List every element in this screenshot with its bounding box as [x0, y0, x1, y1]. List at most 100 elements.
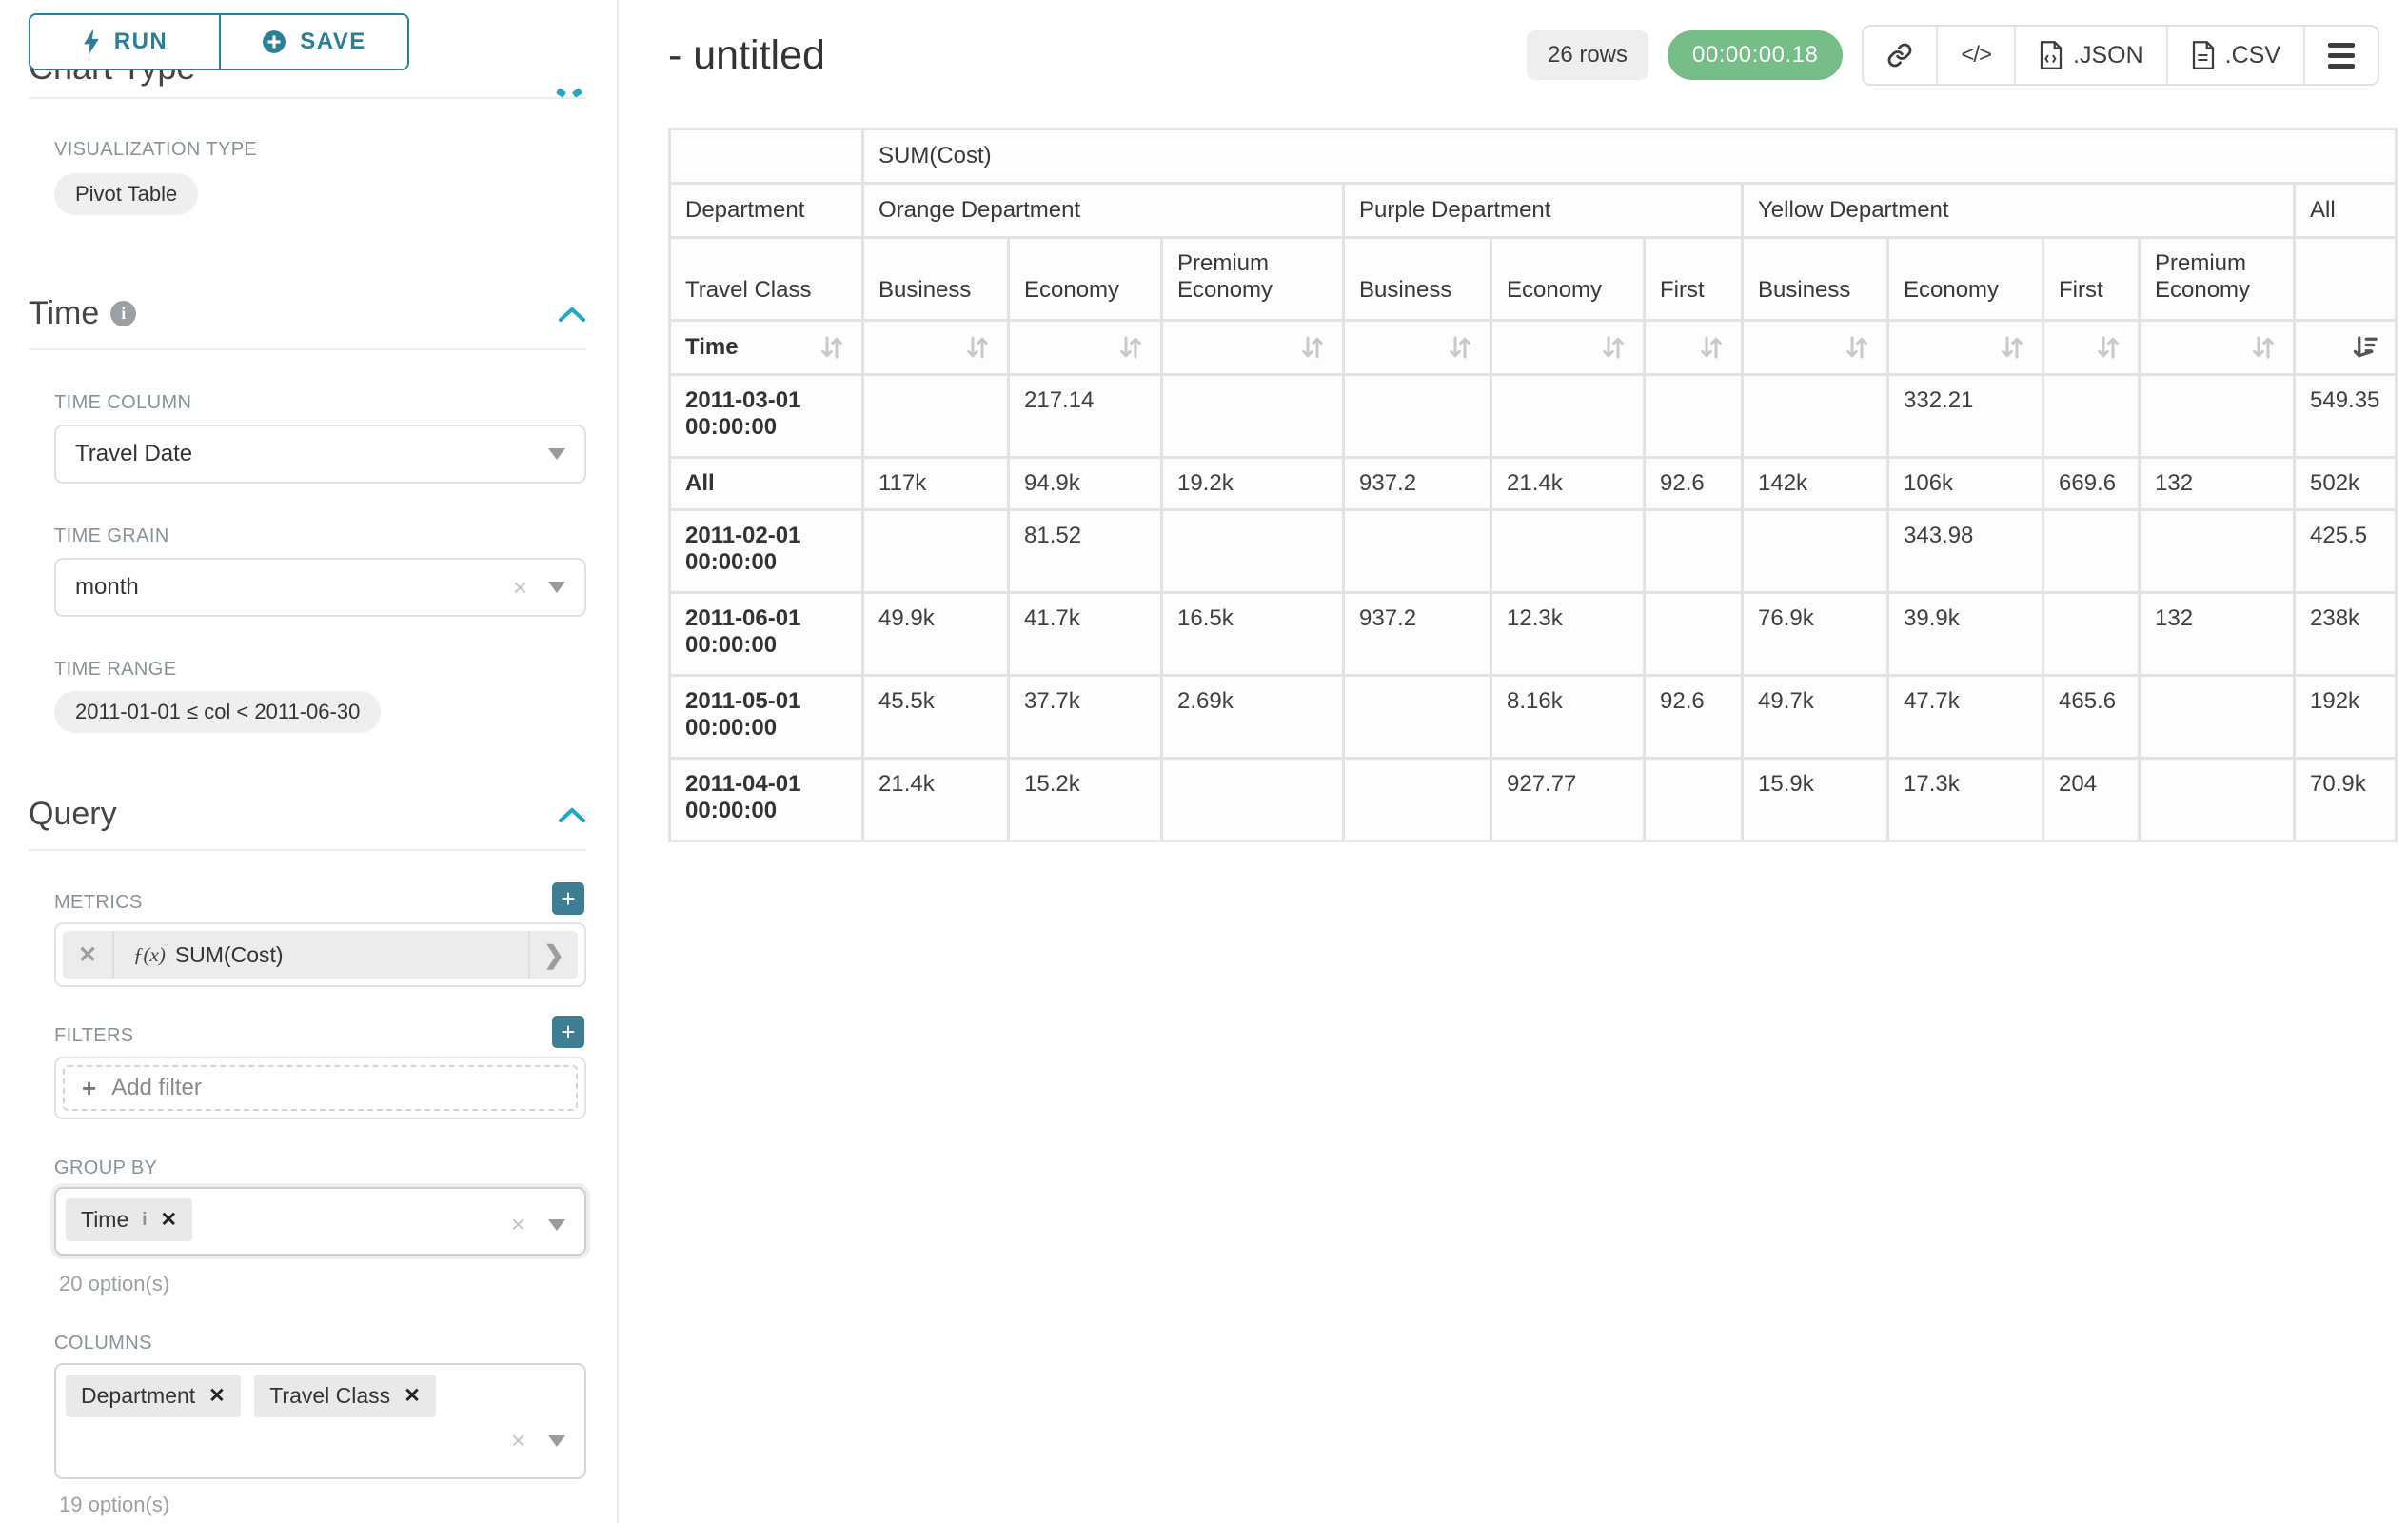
- menu-button[interactable]: [2303, 27, 2378, 84]
- chart-title[interactable]: - untitled: [668, 31, 825, 78]
- value-cell: 21.4k: [1492, 459, 1643, 508]
- value-cell: [2141, 760, 2293, 840]
- remove-metric-icon[interactable]: ✕: [63, 931, 114, 979]
- value-cell: 19.2k: [1163, 459, 1342, 508]
- value-cell: 238k: [2296, 594, 2395, 674]
- value-cell: [1492, 376, 1643, 456]
- add-filter-button[interactable]: +: [552, 1016, 584, 1048]
- table-row: All 117k 94.9k 19.2k 937.2 21.4k 92.6 142k 106k 6…: [671, 459, 2395, 508]
- travel-class-header: Business: [1744, 239, 1886, 319]
- sort-icon[interactable]: [1744, 322, 1886, 373]
- travel-class-header: [2296, 239, 2395, 319]
- table-row: 2011-03-01 00:00:00 217.14 332.21 549.35: [671, 376, 2395, 456]
- info-icon: i: [110, 301, 137, 326]
- value-cell: [1345, 760, 1490, 840]
- collapse-query-icon[interactable]: [558, 806, 586, 823]
- value-cell: 8.16k: [1492, 677, 1643, 757]
- columns-tag-department[interactable]: Department ✕: [66, 1375, 241, 1417]
- value-cell: [2044, 511, 2138, 591]
- value-cell: 142k: [1744, 459, 1886, 508]
- plus-icon: +: [82, 1073, 97, 1102]
- chevron-down-icon[interactable]: [548, 1434, 565, 1447]
- row-header: 2011-06-01 00:00:00: [671, 594, 861, 674]
- time-grain-select[interactable]: month ×: [54, 558, 586, 617]
- time-column-select[interactable]: Travel Date: [54, 425, 586, 484]
- metric-header-cell: SUM(Cost): [864, 130, 2395, 182]
- remove-tag-icon[interactable]: ✕: [404, 1385, 421, 1407]
- chevron-down-icon[interactable]: [548, 1218, 565, 1231]
- row-dim-sort-cell[interactable]: Time: [671, 322, 861, 373]
- col-axis-label: Department: [671, 185, 861, 236]
- add-metric-button[interactable]: +: [552, 882, 584, 915]
- chart-type-collapse-icon[interactable]: [555, 84, 583, 101]
- sort-icon[interactable]: [1163, 322, 1342, 373]
- group-by-label: GROUP BY: [54, 1157, 158, 1178]
- chevron-down-icon[interactable]: [548, 582, 565, 593]
- save-button[interactable]: SAVE: [219, 15, 407, 69]
- sort-icon[interactable]: [2044, 322, 2138, 373]
- row-dim-label: Time: [685, 334, 739, 360]
- info-icon: i: [142, 1209, 148, 1230]
- value-cell: 106k: [1889, 459, 2042, 508]
- filters-label: FILTERS: [54, 1025, 134, 1046]
- sort-icon[interactable]: [1646, 322, 1741, 373]
- travel-class-header: Business: [864, 239, 1007, 319]
- value-cell: 41.7k: [1010, 594, 1160, 674]
- value-cell: 425.5: [2296, 511, 2395, 591]
- export-csv-button[interactable]: .CSV: [2165, 27, 2303, 84]
- visualization-type-value[interactable]: Pivot Table: [54, 173, 199, 215]
- clear-icon[interactable]: ×: [510, 1426, 525, 1454]
- table-row: 2011-06-01 00:00:00 49.9k 41.7k 16.5k 937.2 1…: [671, 594, 2395, 674]
- value-cell: 343.98: [1889, 511, 2042, 591]
- collapse-time-icon[interactable]: [558, 306, 586, 323]
- sort-icon[interactable]: [1345, 322, 1490, 373]
- sort-icon[interactable]: [1492, 322, 1643, 373]
- metrics-control: ✕ ƒ(x) SUM(Cost) ❯: [54, 922, 586, 987]
- group-by-select[interactable]: Time i ✕ ×: [54, 1187, 586, 1256]
- clear-icon[interactable]: ×: [512, 572, 527, 602]
- group-by-options-hint: 20 option(s): [59, 1272, 170, 1296]
- row-header: 2011-05-01 00:00:00: [671, 677, 861, 757]
- control-panel-sidebar: Chart Type RUN SAVE VISUALIZATION TYPE P…: [0, 0, 619, 1523]
- sort-icon[interactable]: [864, 322, 1007, 373]
- query-section-title: Query: [29, 796, 117, 832]
- view-query-button[interactable]: </>: [1936, 27, 2014, 84]
- sort-icon[interactable]: [1889, 322, 2042, 373]
- value-cell: 37.7k: [1010, 677, 1160, 757]
- share-link-button[interactable]: [1864, 27, 1936, 84]
- time-range-value[interactable]: 2011-01-01 ≤ col < 2011-06-30: [54, 691, 382, 733]
- value-cell: [1492, 511, 1643, 591]
- remove-tag-icon[interactable]: ✕: [160, 1209, 178, 1231]
- clear-icon[interactable]: ×: [510, 1210, 525, 1238]
- value-cell: 117k: [864, 459, 1007, 508]
- value-cell: 92.6: [1646, 677, 1741, 757]
- run-save-button-group: RUN SAVE: [29, 13, 409, 70]
- value-cell: [864, 511, 1007, 591]
- remove-tag-icon[interactable]: ✕: [208, 1385, 226, 1407]
- time-section-header: Time i: [29, 295, 586, 332]
- value-cell: [1345, 677, 1490, 757]
- value-cell: 47.7k: [1889, 677, 2042, 757]
- value-cell: [1345, 376, 1490, 456]
- metric-pill[interactable]: ✕ ƒ(x) SUM(Cost) ❯: [63, 931, 578, 979]
- export-toolbar: </> .JSON .CSV: [1862, 25, 2379, 86]
- sort-icon[interactable]: [2141, 322, 2293, 373]
- run-button[interactable]: RUN: [30, 15, 219, 69]
- export-json-button[interactable]: .JSON: [2014, 27, 2166, 84]
- group-by-tag-time[interactable]: Time i ✕: [66, 1198, 193, 1241]
- value-cell: [864, 376, 1007, 456]
- value-cell: 17.3k: [1889, 760, 2042, 840]
- add-filter-dropzone[interactable]: + Add filter: [63, 1065, 578, 1111]
- csv-file-icon: [2192, 41, 2214, 69]
- sort-icon[interactable]: [1010, 322, 1160, 373]
- time-section-title: Time: [29, 295, 100, 331]
- columns-select[interactable]: Department ✕ Travel Class ✕ ×: [54, 1363, 586, 1479]
- row-count-badge: 26 rows: [1526, 30, 1649, 80]
- chevron-right-icon[interactable]: ❯: [528, 931, 578, 979]
- time-column-value: Travel Date: [75, 441, 193, 466]
- value-cell: 76.9k: [1744, 594, 1886, 674]
- sort-icon-active-desc[interactable]: [2296, 322, 2395, 373]
- chevron-down-icon[interactable]: [548, 448, 565, 460]
- columns-tag-travel-class[interactable]: Travel Class ✕: [254, 1375, 436, 1417]
